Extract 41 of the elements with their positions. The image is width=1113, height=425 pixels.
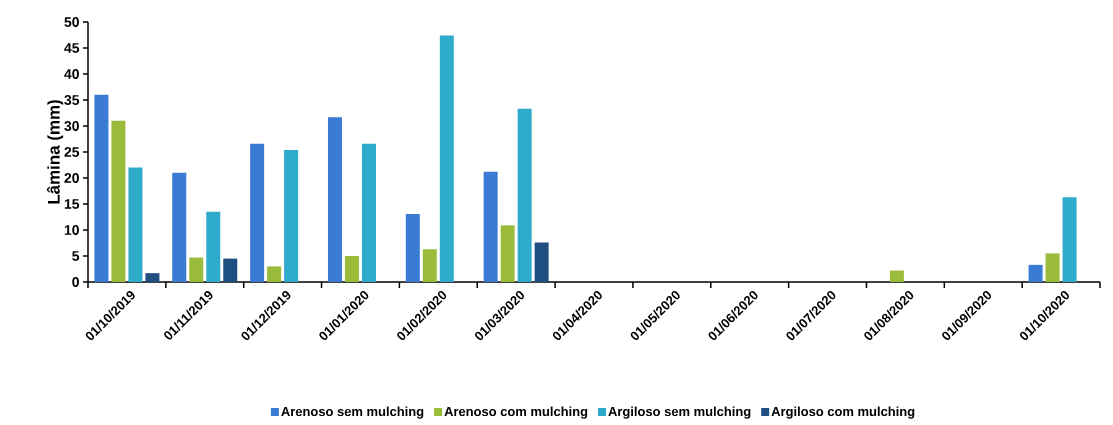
- legend-label: Arenoso sem mulching: [281, 406, 424, 419]
- y-tick-label: 0: [72, 277, 79, 287]
- bar: [1028, 264, 1043, 282]
- y-axis-title: Lâmina (mm): [46, 100, 64, 204]
- y-tick-label: 15: [64, 199, 80, 209]
- bar: [111, 120, 126, 282]
- bar: [1062, 197, 1077, 282]
- legend-label: Argiloso sem mulching: [608, 406, 751, 419]
- y-tick-label: 25: [64, 147, 80, 157]
- bar: [422, 249, 437, 282]
- bar: [500, 225, 515, 282]
- bar: [405, 213, 420, 282]
- bar: [1045, 253, 1060, 282]
- bar: [223, 258, 238, 282]
- bar: [517, 108, 532, 282]
- bar: [439, 35, 454, 282]
- y-tick-label: 40: [64, 69, 79, 79]
- bar: [361, 143, 376, 282]
- y-tick-label: 35: [64, 95, 80, 105]
- y-tick-label: 20: [64, 173, 79, 183]
- bar: [172, 172, 187, 282]
- y-tick-label: 10: [64, 225, 79, 235]
- bar: [327, 117, 342, 282]
- bar: [344, 256, 359, 282]
- bar: [206, 211, 221, 282]
- y-tick-label: 45: [64, 43, 80, 53]
- bar: [284, 149, 299, 282]
- bar: [128, 167, 143, 282]
- legend-label: Argiloso com mulching: [771, 406, 915, 419]
- y-tick-label: 30: [64, 121, 79, 131]
- bar: [189, 257, 204, 282]
- legend-label: Arenoso com mulching: [444, 406, 588, 419]
- y-tick-label: 50: [64, 17, 79, 27]
- bar: [889, 270, 904, 282]
- bar: [483, 171, 498, 282]
- bar: [94, 94, 109, 282]
- bar: [534, 242, 549, 282]
- bar: [250, 143, 265, 282]
- y-tick-label: 5: [72, 251, 80, 261]
- bar: [267, 266, 282, 282]
- bar: [145, 273, 160, 282]
